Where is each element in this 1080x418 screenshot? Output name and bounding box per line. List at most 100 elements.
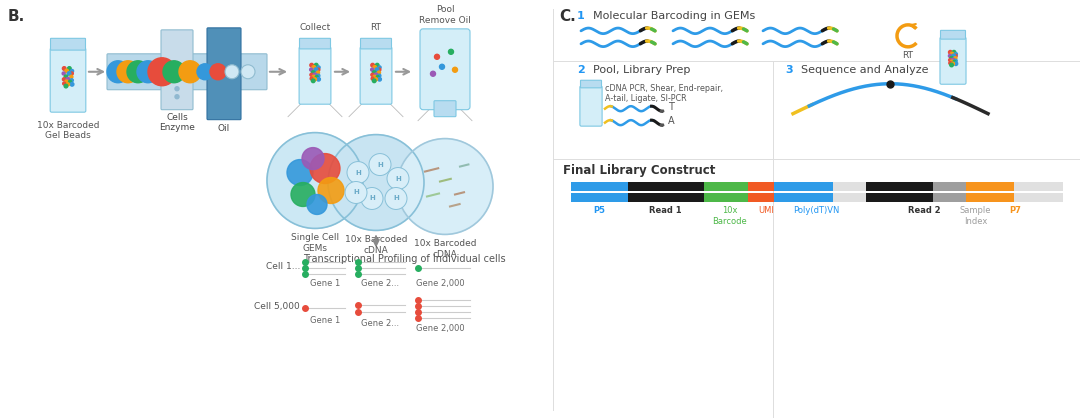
Circle shape bbox=[67, 72, 71, 75]
Circle shape bbox=[210, 64, 226, 80]
Text: RT: RT bbox=[903, 51, 914, 60]
Bar bbox=[833, 194, 866, 202]
Bar bbox=[833, 181, 866, 191]
Bar bbox=[704, 194, 748, 202]
Circle shape bbox=[307, 194, 327, 214]
Text: Cells
Enzyme: Cells Enzyme bbox=[159, 113, 194, 132]
Bar bbox=[748, 194, 773, 202]
Circle shape bbox=[361, 188, 383, 209]
Circle shape bbox=[70, 72, 73, 75]
Circle shape bbox=[311, 71, 315, 74]
Circle shape bbox=[378, 74, 381, 77]
Circle shape bbox=[434, 54, 440, 59]
Circle shape bbox=[370, 73, 374, 76]
Circle shape bbox=[175, 95, 179, 99]
Circle shape bbox=[318, 178, 345, 204]
Circle shape bbox=[397, 139, 492, 234]
FancyBboxPatch shape bbox=[941, 31, 966, 39]
FancyBboxPatch shape bbox=[581, 80, 602, 88]
Circle shape bbox=[117, 61, 139, 83]
Circle shape bbox=[955, 53, 957, 56]
FancyBboxPatch shape bbox=[207, 28, 241, 120]
Bar bbox=[933, 181, 967, 191]
Circle shape bbox=[948, 59, 951, 61]
Circle shape bbox=[376, 64, 379, 67]
Bar bbox=[627, 181, 704, 191]
Text: Sequence and Analyze: Sequence and Analyze bbox=[794, 65, 929, 75]
Circle shape bbox=[316, 77, 321, 81]
Circle shape bbox=[312, 66, 315, 69]
Circle shape bbox=[225, 65, 239, 79]
Circle shape bbox=[70, 82, 73, 86]
Text: H: H bbox=[395, 176, 401, 181]
Text: Read 2: Read 2 bbox=[908, 206, 941, 215]
Circle shape bbox=[287, 160, 313, 186]
FancyBboxPatch shape bbox=[161, 30, 193, 110]
Text: Gene 1: Gene 1 bbox=[310, 279, 340, 288]
Circle shape bbox=[316, 71, 320, 74]
Circle shape bbox=[954, 57, 957, 60]
Circle shape bbox=[378, 77, 381, 81]
Text: Read 1: Read 1 bbox=[649, 206, 681, 215]
Circle shape bbox=[313, 73, 316, 76]
Bar bbox=[866, 194, 933, 202]
Text: B.: B. bbox=[8, 9, 25, 24]
Circle shape bbox=[951, 54, 956, 58]
Text: UMI: UMI bbox=[758, 206, 773, 215]
Circle shape bbox=[310, 64, 313, 67]
Bar bbox=[748, 181, 773, 191]
Circle shape bbox=[375, 68, 379, 71]
Circle shape bbox=[315, 76, 319, 79]
Circle shape bbox=[373, 71, 376, 74]
Circle shape bbox=[310, 77, 313, 80]
Text: Single Cell
GEMs: Single Cell GEMs bbox=[291, 233, 339, 253]
Text: Poly(dT)VN: Poly(dT)VN bbox=[794, 206, 839, 215]
Bar bbox=[704, 181, 748, 191]
Circle shape bbox=[328, 135, 424, 230]
Circle shape bbox=[370, 64, 375, 67]
Text: H: H bbox=[393, 196, 399, 201]
Circle shape bbox=[949, 63, 954, 67]
Text: Collect: Collect bbox=[299, 23, 330, 32]
Circle shape bbox=[241, 65, 255, 79]
Text: RT: RT bbox=[370, 23, 381, 32]
Circle shape bbox=[163, 61, 185, 83]
Text: cDNA PCR, Shear, End-repair,
A-tail, Ligate, SI-PCR: cDNA PCR, Shear, End-repair, A-tail, Lig… bbox=[605, 84, 723, 103]
Circle shape bbox=[310, 68, 313, 71]
Circle shape bbox=[64, 75, 68, 79]
Text: 10x Barcoded
cDNA: 10x Barcoded cDNA bbox=[345, 235, 407, 255]
Text: 1: 1 bbox=[577, 11, 584, 21]
FancyBboxPatch shape bbox=[299, 47, 330, 104]
Circle shape bbox=[65, 69, 68, 73]
Bar bbox=[571, 194, 627, 202]
Circle shape bbox=[950, 60, 954, 64]
FancyBboxPatch shape bbox=[360, 47, 392, 104]
FancyBboxPatch shape bbox=[299, 38, 330, 49]
Circle shape bbox=[953, 60, 956, 64]
Text: H: H bbox=[377, 162, 383, 168]
Circle shape bbox=[291, 183, 315, 206]
Text: 2: 2 bbox=[577, 65, 584, 75]
FancyBboxPatch shape bbox=[434, 101, 456, 117]
Bar bbox=[1014, 194, 1063, 202]
Circle shape bbox=[70, 69, 73, 72]
Circle shape bbox=[65, 80, 68, 84]
Circle shape bbox=[373, 75, 377, 79]
FancyBboxPatch shape bbox=[51, 38, 85, 50]
Circle shape bbox=[63, 72, 65, 75]
FancyBboxPatch shape bbox=[50, 48, 85, 112]
Circle shape bbox=[66, 77, 70, 81]
Circle shape bbox=[137, 61, 159, 83]
Bar bbox=[627, 194, 704, 202]
Circle shape bbox=[378, 71, 380, 74]
Circle shape bbox=[107, 61, 129, 83]
Text: P7: P7 bbox=[1010, 206, 1022, 215]
Text: Gene 2,000: Gene 2,000 bbox=[416, 279, 464, 288]
Circle shape bbox=[70, 79, 73, 82]
Circle shape bbox=[67, 83, 69, 86]
Circle shape bbox=[68, 67, 71, 70]
FancyBboxPatch shape bbox=[107, 54, 267, 90]
Circle shape bbox=[347, 162, 369, 184]
Circle shape bbox=[267, 133, 363, 228]
Circle shape bbox=[314, 64, 318, 67]
